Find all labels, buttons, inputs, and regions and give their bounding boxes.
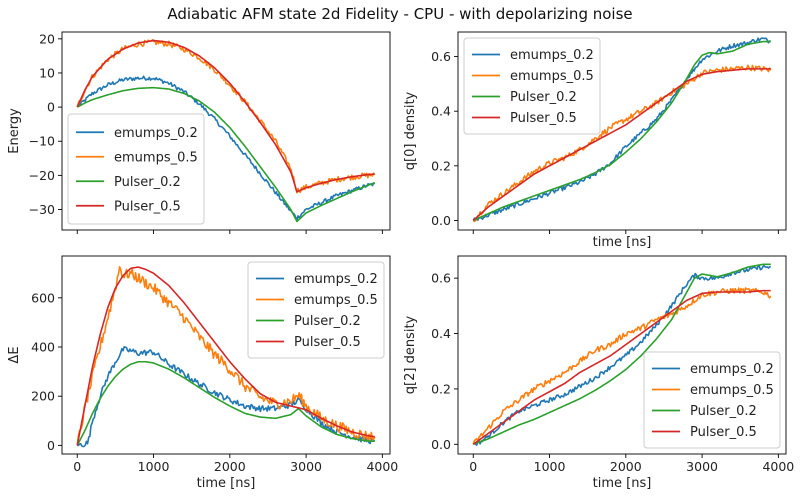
y-tick-label: 600 [31,290,55,305]
series-line-pulser-0-2 [76,86,376,223]
y-tick-label: 400 [31,340,55,355]
series-line-pulser-0-2 [472,263,771,446]
y-tick-label: 0 [47,100,55,115]
y-tick-label: 0 [47,438,55,453]
y-tick-label: 200 [31,389,55,404]
x-tick-label: 3000 [290,459,322,474]
x-tick-label: 0 [469,459,477,474]
series-line-emumps-0-2 [472,37,772,222]
legend-entry: emumps_0.2 [294,272,378,287]
legend-box [67,113,205,225]
y-tick-label: −20 [29,168,55,183]
y-tick-label: 0.2 [431,381,451,396]
series-line-pulser-0-2 [472,40,771,222]
x-tick-label: 4000 [366,459,398,474]
x-tick-label: 2000 [214,459,246,474]
legend: emumps_0.2 emumps_0.5 Pulser_0.2 Pulser_0.5 [463,37,601,135]
legend-entry: emumps_0.2 [114,126,198,141]
series-line-pulser-0-5 [76,39,375,193]
x-tick-label: 4000 [762,459,794,474]
x-tick-label: 3000 [686,459,718,474]
legend-entry: Pulser_0.5 [690,425,757,440]
legend-entry: Pulser_0.2 [510,90,577,105]
series-line-emumps-0-5 [472,287,772,445]
series-line-pulser-0-5 [472,68,771,222]
y-tick-label: 0.0 [431,213,451,228]
y-axis-label: Energy [7,108,22,154]
x-tick-label: 2000 [610,459,642,474]
y-tick-label: 0.4 [431,104,451,119]
legend-entry: emumps_0.5 [690,383,774,398]
legend-entry: Pulser_0.5 [294,335,361,350]
legend-entry: emumps_0.5 [294,293,378,308]
y-tick-label: 0.2 [431,158,451,173]
series-line-emumps-0-2 [76,75,376,221]
y-axis-label: q[2] density [403,315,418,394]
axes-frame [61,31,391,231]
series-line-pulser-0-5 [76,266,375,446]
y-axis-label: q[0] density [403,91,418,170]
y-axis-label: ΔE [7,346,22,363]
axes-frame [61,255,391,455]
chart-q0: 0.0 0.2 0.4 0.6 time [ns] q[0] density emumps_… [403,31,787,250]
y-tick-label: 0.6 [431,271,451,286]
legend-entry: Pulser_0.5 [114,199,181,214]
x-axis-label: time [ns] [197,476,256,491]
x-axis-label: time [ns] [593,235,652,250]
y-tick-label: 0.0 [431,437,451,452]
series-line-pulser-0-5 [472,289,771,445]
y-tick-label: −30 [29,202,55,217]
x-axis-label: time [ns] [593,476,652,491]
legend-entry: emumps_0.2 [690,362,774,377]
y-tick-label: 0.6 [431,49,451,64]
series-line-pulser-0-2 [76,360,375,446]
y-tick-label: −10 [29,134,55,149]
figure-title: Adiabatic AFM state 2d Fidelity - CPU - … [167,5,632,23]
legend-entry: emumps_0.2 [510,48,594,63]
legend: emumps_0.2 emumps_0.5 Pulser_0.2 Pulser_0.5 [67,113,205,225]
x-tick-label: 0 [73,459,81,474]
legend-entry: Pulser_0.2 [114,175,181,190]
legend-box [247,261,385,359]
legend: emumps_0.2 emumps_0.5 Pulser_0.2 Pulser_0.5 [247,261,385,359]
legend: emumps_0.2 emumps_0.5 Pulser_0.2 Pulser_0.5 [643,351,781,449]
series-line-emumps-0-2 [77,346,375,448]
legend-entry: Pulser_0.5 [510,111,577,126]
x-tick-label: 1000 [534,459,566,474]
legend-entry: Pulser_0.2 [294,314,361,329]
chart-deltaE: 0 1000 2000 3000 4000 0 200 400 600 time [ns] ΔE em… [7,255,398,491]
axes-frame [457,255,787,455]
y-tick-label: 10 [39,65,55,80]
y-tick-label: 0.4 [431,326,451,341]
legend-box [463,37,601,135]
chart-energy: −30 −20 −10 0 10 20 Energy emumps_0.2 emumps_0.5… [7,31,391,234]
chart-q2: 0 1000 2000 3000 4000 0.0 0.2 0.4 0.6 time [ns] q[… [403,255,794,491]
y-tick-label: 20 [39,31,55,46]
x-tick-label: 1000 [138,459,170,474]
legend-entry: Pulser_0.2 [690,404,757,419]
legend-box [643,351,781,449]
legend-entry: emumps_0.5 [114,150,198,165]
axes-frame [457,31,787,231]
legend-entry: emumps_0.5 [510,69,594,84]
